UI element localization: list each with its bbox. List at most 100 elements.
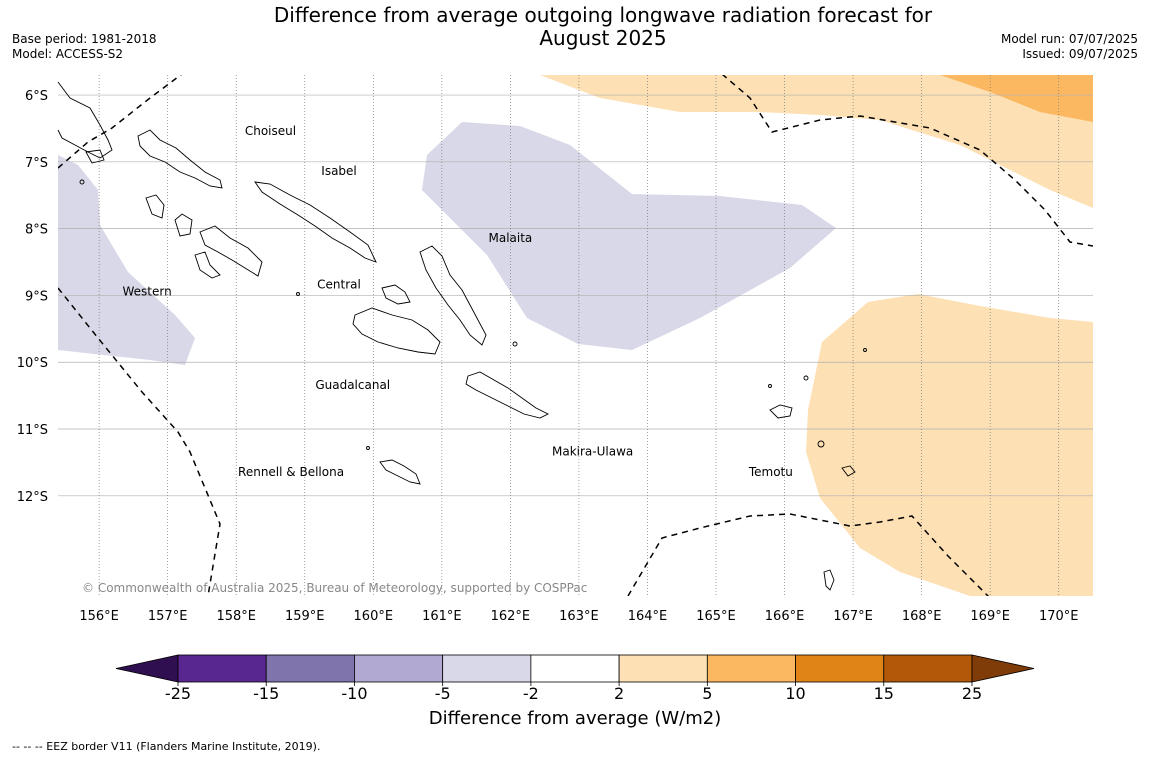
lon-tick-label: 159°E	[285, 609, 325, 624]
region-labels: Choiseul Isabel Malaita Western Central Guada…	[122, 124, 792, 479]
colorbar-segment	[530, 654, 620, 683]
colorbar-tick-label: -10	[341, 684, 367, 703]
colorbar-segment	[442, 654, 532, 683]
eez-border-png-north	[58, 75, 182, 169]
colorbar-tick-label: 5	[702, 684, 712, 703]
new-georgia-coast	[174, 213, 193, 237]
region-label: Temotu	[748, 465, 793, 479]
lon-tick-label: 165°E	[696, 609, 736, 624]
eez-footnote: -- -- -- EEZ border V11 (Flanders Marine…	[12, 740, 321, 753]
lat-tick-label: 9°S	[25, 289, 48, 304]
small-island-2	[296, 292, 300, 296]
colorbar-tick-label: -5	[435, 684, 451, 703]
guadalcanal-coast	[352, 307, 441, 355]
graticule	[58, 75, 1093, 596]
lon-tick-label: 164°E	[628, 609, 668, 624]
colorbar-segment	[706, 654, 796, 683]
colorbar-extend-high	[971, 654, 1035, 683]
region-label: Choiseul	[245, 124, 296, 138]
anomaly-shading	[58, 75, 1093, 596]
lon-tick-label: 168°E	[902, 609, 942, 624]
region-label: Isabel	[321, 164, 356, 178]
bougainville-coast-small	[85, 149, 105, 164]
base-period: Base period: 1981-2018	[12, 32, 157, 46]
eez-border-vanuatu	[627, 513, 990, 596]
vella-lavella-coast	[145, 194, 165, 219]
lon-tick-label: 161°E	[422, 609, 462, 624]
region-label: Rennell & Bellona	[238, 465, 344, 479]
colorbar-tick-label: -15	[253, 684, 279, 703]
colorbar-segment	[354, 654, 444, 683]
positive-anomaly-region-ne	[540, 75, 1093, 208]
malaita-coast	[419, 245, 487, 346]
negative-anomaly-region-west	[58, 155, 195, 365]
issued-date: Issued: 09/07/2025	[1022, 47, 1138, 61]
isabel-coast	[254, 181, 377, 263]
longitude-labels: 156°E 157°E 158°E 159°E 160°E 161°E 162°E 163°E…	[79, 609, 1078, 624]
vanikoro-coast	[841, 465, 856, 477]
lat-tick-label: 8°S	[25, 223, 48, 238]
negative-anomaly-region-central	[422, 122, 836, 350]
title-line-2: August 2025	[539, 26, 667, 50]
colorbar-tick-label: 2	[614, 684, 624, 703]
colorbar-label: Difference from average (W/m2)	[428, 708, 722, 729]
lon-tick-label: 169°E	[970, 609, 1010, 624]
small-island-3	[512, 341, 518, 347]
colorbar-segment	[618, 654, 708, 683]
lon-tick-label: 158°E	[216, 609, 256, 624]
region-label: Central	[317, 278, 361, 292]
makira-coast	[465, 371, 550, 419]
eez-border-png-south	[58, 287, 221, 596]
lon-tick-label: 167°E	[833, 609, 873, 624]
region-label: Malaita	[488, 231, 532, 245]
model-name: Model: ACCESS-S2	[12, 47, 124, 61]
map-title: Difference from average outgoing longwav…	[200, 4, 1006, 50]
torres-islands-coast	[823, 569, 835, 591]
new-georgia-coast-2	[199, 225, 263, 277]
positive-anomaly-region-ne-strong	[940, 75, 1093, 122]
lat-tick-label: 12°S	[17, 490, 48, 505]
lon-tick-label: 166°E	[765, 609, 805, 624]
bougainville-coast	[57, 81, 113, 159]
santa-cruz-coast	[769, 404, 793, 419]
lon-tick-label: 162°E	[491, 609, 531, 624]
lon-tick-label: 163°E	[559, 609, 599, 624]
region-label: Guadalcanal	[315, 378, 390, 392]
small-island-7	[366, 446, 370, 450]
colorbar-segment	[795, 654, 885, 683]
small-island-6	[863, 348, 867, 352]
lat-tick-label: 7°S	[25, 156, 48, 171]
colorbar-tick-label: 25	[962, 684, 982, 703]
colorbar: -25 -15 -10 -5 -2 2 5 10 15 25	[115, 654, 1035, 703]
lat-tick-label: 10°S	[17, 356, 48, 371]
run-info: Model run: 07/07/2025 Issued: 09/07/2025	[1001, 32, 1138, 62]
colorbar-tick-label: -25	[165, 684, 191, 703]
region-label: Makira-Ulawa	[552, 445, 633, 459]
title-line-1: Difference from average outgoing longwav…	[273, 3, 933, 27]
colorbar-segment	[265, 654, 355, 683]
small-island-5	[803, 375, 809, 381]
region-label: Western	[122, 284, 171, 298]
copyright-note: © Commonwealth of Australia 2025, Bureau…	[82, 581, 587, 595]
lon-tick-label: 170°E	[1039, 609, 1079, 624]
lat-tick-label: 11°S	[17, 423, 48, 438]
rennell-coast	[379, 459, 421, 485]
lon-tick-label: 160°E	[354, 609, 394, 624]
lon-tick-label: 157°E	[148, 609, 188, 624]
latitude-labels: 6°S 7°S 8°S 9°S 10°S 11°S 12°S	[17, 89, 48, 505]
model-info: Base period: 1981-2018 Model: ACCESS-S2	[12, 32, 157, 62]
small-island-4	[768, 384, 772, 388]
colorbar-tick-label: -2	[523, 684, 539, 703]
colorbar-segment	[883, 654, 973, 683]
colorbar-tick-label: 10	[785, 684, 805, 703]
colorbar-extend-low	[115, 654, 179, 683]
rendova-coast	[194, 251, 221, 279]
lat-tick-label: 6°S	[25, 89, 48, 104]
colorbar-segment	[177, 654, 267, 683]
choiseul-coast	[137, 129, 223, 189]
coastlines	[57, 81, 867, 591]
florida-islands-coast	[381, 284, 411, 305]
colorbar-tick-label: 15	[874, 684, 894, 703]
small-island-1	[817, 440, 825, 448]
